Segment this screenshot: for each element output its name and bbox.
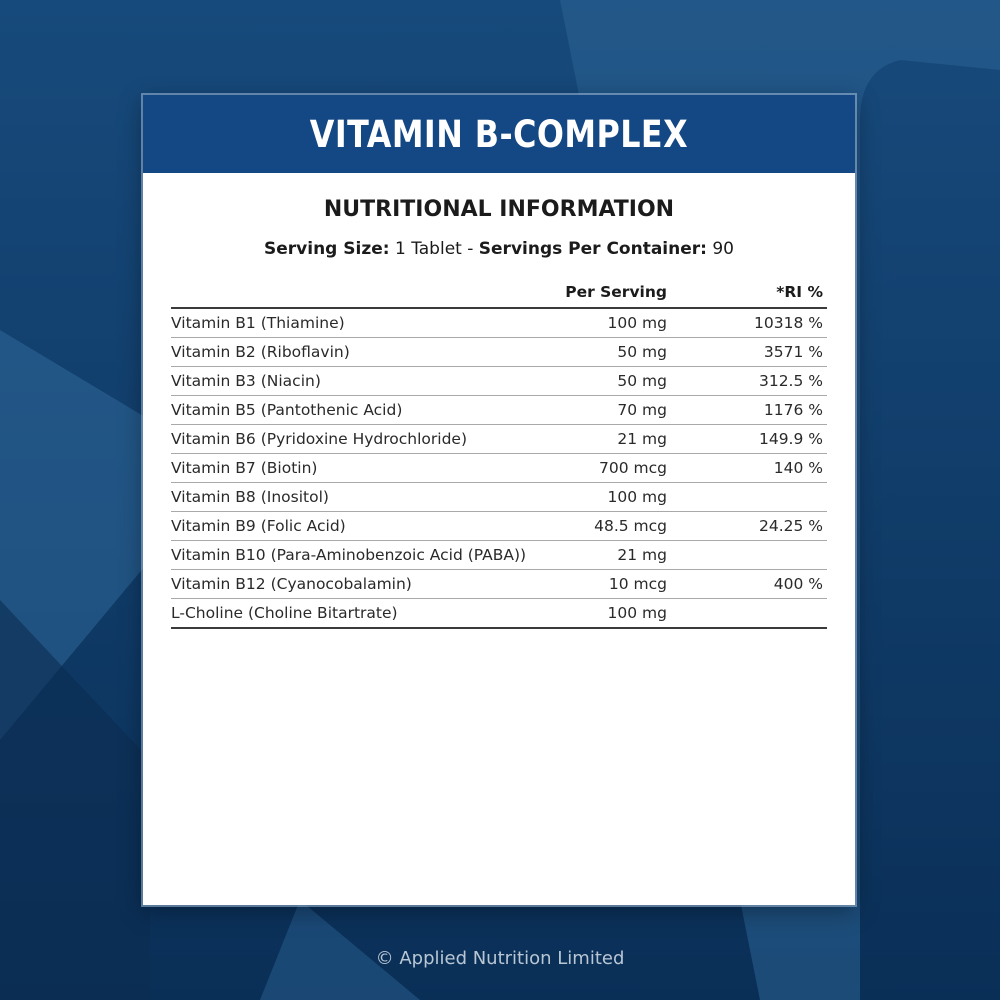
card-header: VITAMIN B-COMPLEX xyxy=(143,95,855,173)
table-header: Per Serving *RI % xyxy=(171,279,827,309)
table-row: Vitamin B5 (Pantothenic Acid) 70 mg 1176… xyxy=(171,396,827,425)
copyright-notice: © Applied Nutrition Limited xyxy=(375,948,625,969)
nutrient-name: Vitamin B6 (Pyridoxine Hydrochloride) xyxy=(171,430,467,448)
per-serving-value: 100 mg xyxy=(607,314,667,332)
table-row: Vitamin B1 (Thiamine) 100 mg 10318 % xyxy=(171,309,827,338)
servings-label: Servings Per Container: xyxy=(478,239,707,259)
servings-value: 90 xyxy=(712,239,734,259)
ri-value: 3571 % xyxy=(763,343,823,361)
column-header-per-serving: Per Serving xyxy=(565,283,667,301)
serving-separator: - xyxy=(467,239,474,259)
nutrient-name: Vitamin B5 (Pantothenic Acid) xyxy=(171,401,403,419)
column-header-ri: *RI % xyxy=(776,283,823,301)
ri-value: 140 % xyxy=(773,459,823,477)
ri-value: 400 % xyxy=(773,575,823,593)
table-row: Vitamin B7 (Biotin) 700 mcg 140 % xyxy=(171,454,827,483)
ri-value: 24.25 % xyxy=(758,517,823,535)
serving-info: Serving Size: 1 Tablet - Servings Per Co… xyxy=(143,239,855,259)
table-row: Vitamin B10 (Para-Aminobenzoic Acid (PAB… xyxy=(171,541,827,570)
per-serving-value: 21 mg xyxy=(617,546,667,564)
table-row: L-Choline (Choline Bitartrate) 100 mg xyxy=(171,599,827,629)
per-serving-value: 100 mg xyxy=(607,604,667,622)
nutrient-name: Vitamin B1 (Thiamine) xyxy=(171,314,345,332)
nutrient-name: Vitamin B8 (Inositol) xyxy=(171,488,329,506)
table-row: Vitamin B8 (Inositol) 100 mg xyxy=(171,483,827,512)
per-serving-value: 48.5 mcg xyxy=(594,517,667,535)
ri-value: 149.9 % xyxy=(758,430,823,448)
per-serving-value: 100 mg xyxy=(607,488,667,506)
table-row: Vitamin B3 (Niacin) 50 mg 312.5 % xyxy=(171,367,827,396)
table-row: Vitamin B9 (Folic Acid) 48.5 mcg 24.25 % xyxy=(171,512,827,541)
nutrient-name: Vitamin B3 (Niacin) xyxy=(171,372,321,390)
ri-value: 10318 % xyxy=(754,314,823,332)
nutrient-name: L-Choline (Choline Bitartrate) xyxy=(171,604,398,622)
per-serving-value: 50 mg xyxy=(617,343,667,361)
ri-value: 1176 % xyxy=(763,401,823,419)
serving-size-value: 1 Tablet xyxy=(394,239,462,259)
table-row: Vitamin B2 (Riboflavin) 50 mg 3571 % xyxy=(171,338,827,367)
serving-size-label: Serving Size: xyxy=(264,239,390,259)
nutrient-name: Vitamin B2 (Riboflavin) xyxy=(171,343,350,361)
per-serving-value: 70 mg xyxy=(617,401,667,419)
table-row: Vitamin B6 (Pyridoxine Hydrochloride) 21… xyxy=(171,425,827,454)
table-row: Vitamin B12 (Cyanocobalamin) 10 mcg 400 … xyxy=(171,570,827,599)
nutrition-table: Per Serving *RI % Vitamin B1 (Thiamine) … xyxy=(171,279,827,629)
nutrient-name: Vitamin B7 (Biotin) xyxy=(171,459,318,477)
per-serving-value: 10 mcg xyxy=(608,575,667,593)
nutrient-name: Vitamin B10 (Para-Aminobenzoic Acid (PAB… xyxy=(171,546,527,564)
nutrition-card: VITAMIN B-COMPLEX NUTRITIONAL INFORMATIO… xyxy=(143,95,855,905)
per-serving-value: 21 mg xyxy=(617,430,667,448)
nutrient-name: Vitamin B12 (Cyanocobalamin) xyxy=(171,575,412,593)
per-serving-value: 50 mg xyxy=(617,372,667,390)
ri-value: 312.5 % xyxy=(758,372,823,390)
product-title: VITAMIN B-COMPLEX xyxy=(309,112,689,156)
nutrient-name: Vitamin B9 (Folic Acid) xyxy=(171,517,346,535)
section-title: NUTRITIONAL INFORMATION xyxy=(323,197,675,222)
per-serving-value: 700 mcg xyxy=(599,459,667,477)
